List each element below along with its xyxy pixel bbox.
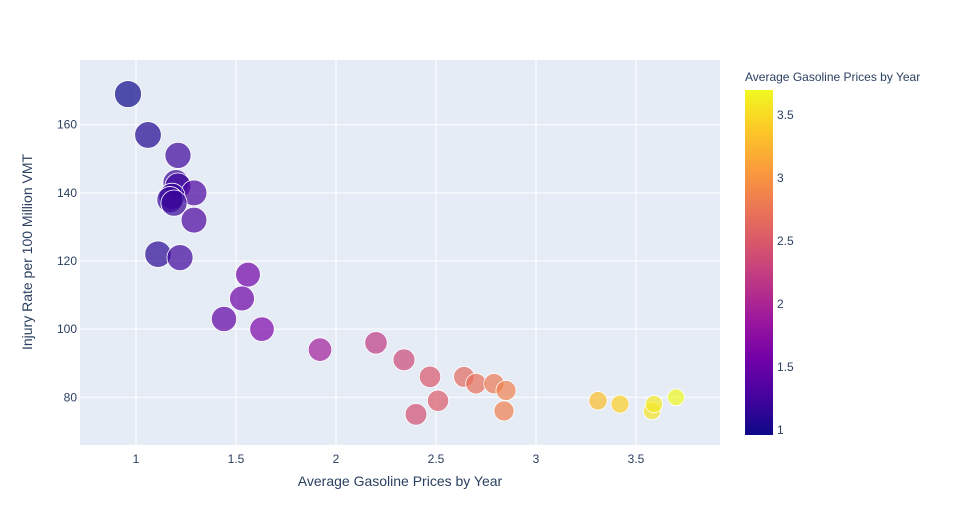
x-tick-label: 2.5 <box>428 452 445 466</box>
colorbar-tick-label: 2 <box>777 297 784 311</box>
y-axis-title: Injury Rate per 100 Million VMT <box>19 154 35 351</box>
data-point <box>235 261 261 288</box>
colorbar-tick-label: 1 <box>777 423 784 437</box>
data-point <box>134 121 162 149</box>
colorbar-gradient <box>745 90 773 435</box>
data-point <box>164 141 192 169</box>
y-axis-ticks: 80 100 120 140 160 <box>57 118 77 405</box>
data-point <box>180 206 208 234</box>
data-point <box>307 337 333 362</box>
x-axis-ticks: 1 1.5 2 2.5 3 3.5 <box>133 452 645 466</box>
data-point <box>160 189 188 217</box>
x-tick-label: 2 <box>333 452 340 466</box>
data-point <box>495 380 517 401</box>
data-point <box>667 388 685 407</box>
data-point <box>493 400 515 422</box>
data-point <box>610 394 630 414</box>
data-point <box>465 372 487 395</box>
colorbar-tick-label: 3.5 <box>777 108 794 122</box>
data-point <box>644 395 664 414</box>
data-point <box>210 305 238 332</box>
y-tick-label: 140 <box>57 186 77 200</box>
x-tick-label: 1.5 <box>228 452 245 466</box>
colorbar-tick-label: 2.5 <box>777 234 794 248</box>
data-point <box>249 316 275 342</box>
data-point <box>426 389 450 412</box>
x-tick-label: 1 <box>133 452 140 466</box>
y-tick-label: 160 <box>57 118 77 132</box>
data-point <box>392 348 416 372</box>
y-tick-label: 80 <box>64 390 78 404</box>
y-tick-label: 100 <box>57 322 77 336</box>
x-tick-label: 3 <box>533 452 540 466</box>
y-tick-label: 120 <box>57 254 77 268</box>
data-point <box>404 403 428 426</box>
colorbar-tick-label: 1.5 <box>777 360 794 374</box>
data-point <box>114 80 142 108</box>
x-tick-label: 3.5 <box>628 452 645 466</box>
data-point <box>364 331 388 355</box>
data-point <box>418 365 442 388</box>
data-point <box>166 244 194 272</box>
x-axis-title: Average Gasoline Prices by Year <box>298 473 503 489</box>
data-point <box>229 285 255 312</box>
data-point <box>588 391 608 411</box>
colorbar-ticks: 1 1.5 2 2.5 3 3.5 <box>777 108 794 437</box>
colorbar-title: Average Gasoline Prices by Year <box>745 70 920 84</box>
data-points <box>114 80 685 426</box>
colorbar-tick-label: 3 <box>777 171 784 185</box>
colorbar: Average Gasoline Prices by Year 1 1.5 2 2.5… <box>745 70 920 437</box>
